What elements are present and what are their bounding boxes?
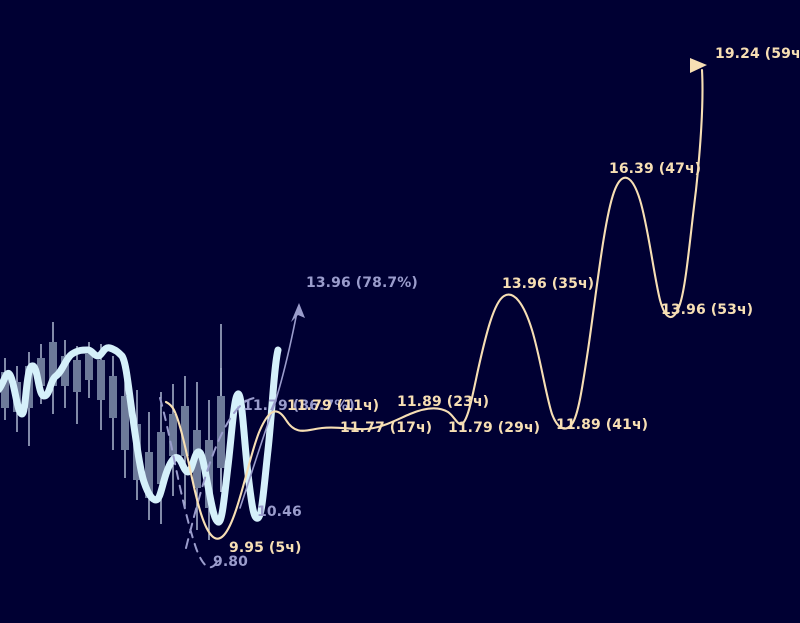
label-13-96-53h: 13.96 (53ч) xyxy=(661,302,754,318)
label-9-95-5h: 9.95 (5ч) xyxy=(229,540,302,556)
history-smooth-line xyxy=(0,344,282,526)
label-11-79-86-7pct: 11.79 (86.7%) xyxy=(243,398,355,414)
alt-endpoint-arrow-icon xyxy=(291,303,305,322)
candle-bodies xyxy=(1,342,225,508)
label-10-46: 10.46 xyxy=(257,504,302,520)
label-11-79-11h: 11.79 (11ч) xyxy=(287,398,380,414)
label-19-24-59h: 19.24 (59ч) xyxy=(715,46,800,62)
label-11-89-41h: 11.89 (41ч) xyxy=(556,417,649,433)
label-9-80: 9.80 xyxy=(213,554,248,570)
forecast-path xyxy=(164,68,704,540)
label-13-96-78-7pct: 13.96 (78.7%) xyxy=(306,275,418,291)
forecast-endpoint-arrow-icon xyxy=(690,58,707,73)
label-11-77-17h: 11.77 (17ч) xyxy=(340,420,433,436)
label-13-96-35h: 13.96 (35ч) xyxy=(502,276,595,292)
candlestick-group xyxy=(1,322,225,540)
alt-dashed-up-path xyxy=(185,397,255,549)
label-11-79-29h: 11.79 (29ч) xyxy=(448,420,541,436)
label-11-89-23h: 11.89 (23ч) xyxy=(397,394,490,410)
label-16-39-47h: 16.39 (47ч) xyxy=(609,161,702,177)
